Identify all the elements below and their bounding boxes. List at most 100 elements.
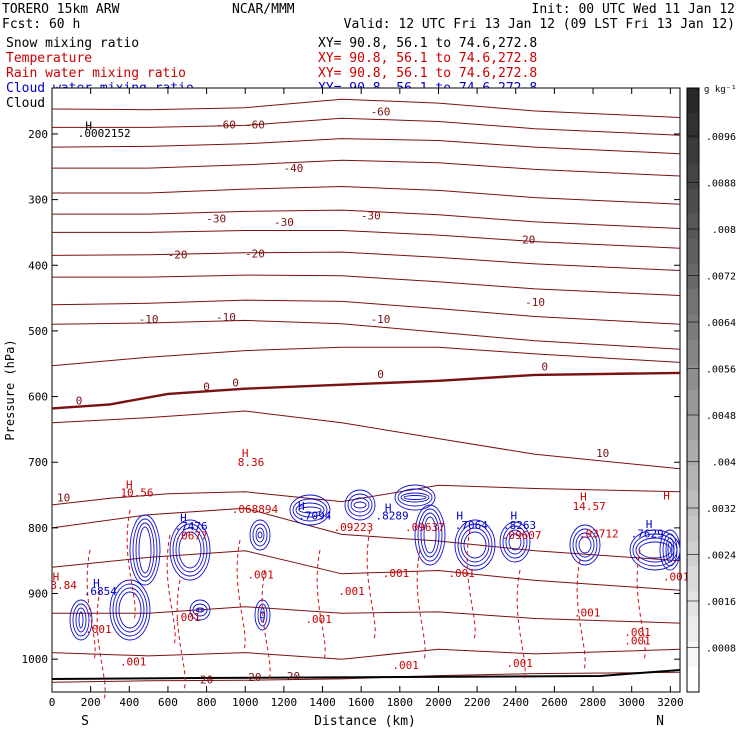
contour-label: 20 [287, 670, 300, 683]
x-tick-label: 800 [197, 696, 217, 709]
cloud-water-contour [397, 488, 433, 507]
cloud-water-contour [72, 603, 90, 637]
center-title: NCAR/MMM [232, 2, 295, 17]
contour-label: .001 [338, 585, 365, 598]
cloud-water-contour [569, 524, 601, 566]
isotherm-line [51, 98, 681, 118]
colorbar-swatch [687, 591, 699, 617]
field-name: Temperature [6, 51, 92, 66]
contour-label: .001 [85, 623, 112, 636]
cloud-water-contour [132, 518, 158, 582]
rain-water-contour [366, 529, 376, 641]
cloud-water-contour [257, 531, 263, 539]
contour-label: .001 [624, 626, 651, 639]
rain-water-contour [86, 549, 96, 661]
colorbar-swatch [687, 239, 699, 265]
rain-water-contour [316, 549, 326, 661]
contour-label: .001 [506, 657, 533, 670]
rain-water-contour [236, 539, 246, 651]
colorbar-swatch [687, 566, 699, 592]
contour-label: 20 [248, 671, 261, 684]
contour-label: .7064 [455, 519, 488, 532]
contour-label: -60 [371, 106, 391, 119]
contour-label: H [510, 509, 517, 522]
contour-label: .001 [392, 659, 419, 672]
cloud-water-contour [400, 492, 430, 503]
contour-label: .001 [120, 656, 147, 669]
y-tick-label: 900 [28, 588, 48, 601]
colorbar-frame [686, 87, 700, 693]
contour-label: .001 [574, 607, 601, 620]
contour-label: 0 [541, 360, 548, 373]
x-tick-label: 2600 [541, 696, 568, 709]
cloud-water-contour [295, 502, 325, 518]
contour-label: .09607 [502, 529, 542, 542]
contour-label: H [93, 577, 100, 590]
contour-label: .7476 [175, 520, 208, 533]
rain-water-contour [516, 569, 526, 681]
contour-label: H [85, 119, 92, 132]
cloud-water-contour [638, 541, 672, 559]
contour-label: 10 [57, 492, 70, 505]
isotherm-line [51, 371, 681, 410]
cloud-water-contour [578, 536, 592, 554]
cloud-water-contour [257, 603, 268, 627]
isotherm-line [51, 671, 681, 683]
contour-label: .8263 [503, 519, 536, 532]
x-tick-label: 1800 [387, 696, 414, 709]
surface-line [51, 669, 681, 680]
cloud-water-contour [347, 493, 373, 517]
x-tick-label: 2200 [464, 696, 491, 709]
field-name: Snow mixing ratio [6, 36, 139, 51]
colorbar-swatch [687, 264, 699, 290]
colorbar-swatch [687, 289, 699, 315]
cloud-water-contour [249, 519, 271, 551]
cloud-water-contour [78, 611, 84, 629]
colorbar-swatch [687, 515, 699, 542]
y-tick-label: 1000 [22, 653, 49, 666]
contour-label: H [126, 479, 133, 492]
contour-label: H [456, 509, 463, 522]
y-tick-label: 300 [28, 194, 48, 207]
cloud-water-contour [499, 521, 531, 563]
cloud-water-contour [457, 523, 493, 567]
forecast-hour: Fcst: 60 h [2, 17, 80, 32]
x-tick-label: 200 [81, 696, 101, 709]
rain-water-contour [96, 589, 106, 701]
cloud-water-contour [197, 607, 203, 613]
cloud-water-contour [129, 514, 161, 586]
isotherm-line [52, 606, 681, 624]
contour-label: H [385, 502, 392, 515]
isotherm-line [52, 159, 681, 177]
colorbar-tick-label: .0056 [706, 365, 736, 376]
colorbar-tick-label: .0032 [706, 504, 736, 515]
isotherm-line [51, 648, 681, 660]
cloud-water-contour [394, 484, 436, 511]
cloud-water-contour [175, 527, 205, 573]
field-xy: XY= 90.8, 56.1 to 74.6,272.8 [318, 36, 537, 51]
x-tick-label: 0 [49, 696, 56, 709]
contour-label: H [298, 500, 305, 513]
contour-label: -40 [284, 162, 304, 175]
y-tick-label: 800 [28, 522, 48, 535]
x-axis-label: Distance (km) [314, 714, 416, 729]
contour-label: -10 [139, 313, 159, 326]
isotherm-line [52, 117, 681, 136]
cloud-water-contour [463, 531, 487, 559]
contour-label: 0 [76, 394, 83, 407]
y-tick-label: 400 [28, 259, 48, 272]
isotherm-line [51, 299, 681, 325]
plot-frame [51, 87, 681, 693]
valid-time: Valid: 12 UTC Fri 13 Jan 12 (09 LST Fri … [344, 17, 735, 32]
cloud-water-contour [289, 494, 331, 526]
contour-label: -20 [168, 249, 188, 262]
x-tick-label: 1200 [271, 696, 298, 709]
x-tick-label: 1000 [232, 696, 259, 709]
x-tick-label: 2000 [425, 696, 452, 709]
isotherm-line [51, 507, 681, 562]
colorbar-swatch [687, 88, 699, 114]
contour-label: 0 [203, 381, 210, 394]
contour-label: 0 [377, 368, 384, 381]
rain-water-contour [466, 529, 476, 641]
contour-label: .068894 [232, 503, 279, 516]
